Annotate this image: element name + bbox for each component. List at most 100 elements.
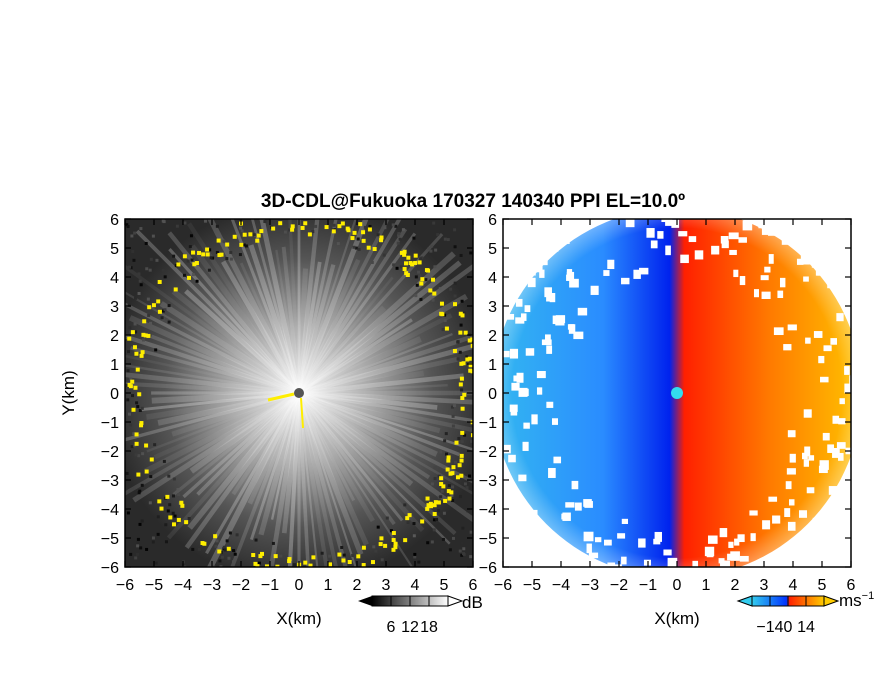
left-noise-pixel [135, 552, 139, 556]
right-ytick-label: 5 [488, 241, 497, 258]
left-noise-pixel [162, 459, 166, 463]
left-noise-pixel [439, 450, 443, 454]
left-ray [297, 390, 473, 523]
left-echo-pixel [137, 392, 142, 397]
right-ytick-label: −5 [479, 531, 497, 548]
left-ray [296, 392, 329, 567]
right-gap-pixel [781, 191, 786, 197]
left-ray [125, 291, 300, 394]
left-ray [196, 391, 301, 496]
left-noise-pixel [191, 547, 195, 551]
left-echo-pixel [173, 287, 178, 292]
left-echo-pixel [205, 247, 210, 252]
right-gap-pixel [692, 571, 701, 576]
left-echo-pixel [454, 440, 459, 445]
left-echo-pixel [446, 489, 451, 494]
left-echo-pixel [157, 499, 162, 504]
right-ytick-label: 2 [488, 328, 497, 345]
left-noise-pixel [141, 452, 145, 456]
right-gap-pixel [714, 204, 724, 212]
left-ray [128, 315, 301, 396]
left-echo-pixel [452, 348, 457, 353]
left-noise-pixel [149, 475, 153, 479]
left-center-spur-2 [267, 392, 295, 402]
left-ray [297, 227, 408, 395]
left-noise-pixel [172, 477, 176, 481]
left-noise-pixel [340, 225, 344, 229]
right-gap-pixel [723, 609, 730, 618]
right-gap-pixel [857, 322, 866, 331]
left-echo-pixel [287, 557, 292, 562]
right-gap-pixel [851, 399, 859, 405]
left-noise-pixel [151, 540, 155, 544]
left-echo-pixel [404, 261, 409, 266]
left-noise-pixel [383, 226, 387, 230]
right-gap-pixel [853, 436, 863, 443]
left-noise-pixel [151, 536, 155, 540]
left-noise-pixel [342, 553, 346, 557]
left-echo-pixel [467, 356, 472, 361]
right-gap-pixel [719, 606, 727, 613]
left-ray [140, 391, 300, 412]
left-echo-pixel [465, 357, 470, 362]
left-noise-pixel [197, 547, 201, 551]
right-colorbar-tick-label: −14 [756, 619, 783, 636]
left-ray [125, 302, 300, 395]
right-gap-pixel [751, 211, 759, 218]
right-ytick-label: −6 [479, 560, 497, 577]
left-noise-pixel [426, 541, 430, 545]
left-echo-pixel [352, 230, 357, 235]
left-noise-pixel [469, 555, 473, 559]
left-noise-pixel [414, 294, 418, 298]
left-noise-pixel [413, 552, 417, 556]
left-noise-pixel [138, 489, 142, 493]
left-noise-pixel [127, 350, 131, 354]
right-gap-pixel [631, 573, 638, 581]
left-echo-pixel [311, 555, 316, 560]
left-noise-pixel [450, 405, 454, 409]
left-noise-pixel [138, 279, 142, 283]
left-ray [297, 263, 473, 395]
left-axes: −6 −5 −4 −3 −2 −1 0 1 2 3 4 5 6 6 5 4 3 2 1 0 −1 −2 −3 −4 −5 −6 [101, 212, 478, 594]
right-gap-pixel [777, 186, 783, 192]
left-noise-pixel [460, 440, 464, 444]
left-echo-pixel [425, 506, 430, 511]
left-ytick-label: −1 [101, 415, 119, 432]
left-colorbar-right-arrow [447, 595, 464, 607]
left-echo-pixel [439, 301, 444, 306]
right-gap-pixel [810, 219, 817, 227]
left-ray [297, 390, 414, 487]
left-noise-pixel [240, 229, 244, 233]
left-ray [297, 219, 338, 394]
left-echo-pixel [248, 232, 253, 237]
left-noise-pixel [164, 523, 168, 527]
left-ytick-label: −4 [101, 502, 119, 519]
left-noise-pixel [442, 511, 446, 515]
left-echo-pixel [197, 250, 202, 255]
left-echo-pixel [271, 226, 276, 231]
left-ray [298, 392, 451, 545]
left-ray [298, 390, 438, 410]
left-ray [298, 373, 464, 396]
left-echo-pixel [258, 554, 263, 559]
left-noise-pixel [129, 423, 133, 427]
right-gap-pixel [824, 222, 832, 229]
left-noise-pixel [161, 309, 165, 313]
left-ray [150, 334, 300, 395]
left-noise-pixel [125, 384, 129, 388]
left-ray [298, 384, 448, 395]
left-noise-pixel [171, 494, 175, 498]
left-echo-pixel [176, 262, 181, 267]
left-xtick-label: 6 [469, 577, 478, 594]
left-colorbar-left-arrow [358, 596, 372, 606]
right-gap-pixel [628, 572, 636, 580]
left-noise-pixel [431, 298, 435, 302]
left-noise-pixel [469, 251, 473, 255]
right-gap-pixel [682, 584, 687, 591]
left-echo-pixel [356, 554, 361, 559]
left-noise-pixel [214, 544, 218, 548]
left-echo-pixel [370, 560, 375, 565]
left-xtick-label: 1 [324, 577, 333, 594]
left-echo-pixel [402, 252, 407, 257]
left-noise-pixel [127, 303, 131, 307]
